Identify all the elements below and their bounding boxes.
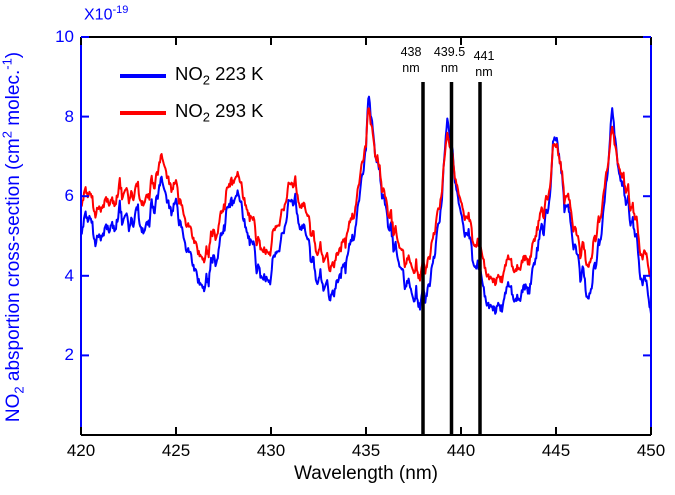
x-tick-label-420: 420	[66, 441, 96, 460]
x-tick-label-425: 425	[161, 441, 191, 460]
x-tick-label-450: 450	[636, 441, 666, 460]
marker-label-439.5nm: 439.5 nm	[433, 45, 466, 75]
marker-label-438nm: 438 nm	[400, 45, 422, 75]
legend-line-swatch	[120, 110, 166, 115]
spectrum-293k	[80, 107, 652, 287]
y-tick-label-2: 2	[64, 345, 74, 365]
marker-label-441nm: 441 nm	[473, 49, 495, 79]
y-tick-label-8: 8	[64, 106, 74, 126]
legend-label: NO2 223 K	[175, 63, 264, 88]
x-axis-label: Wavelength (nm)	[294, 463, 438, 484]
y-axis-multiplier: X10-19	[84, 4, 129, 24]
x-tick-label-435: 435	[351, 441, 381, 460]
legend-line-swatch	[120, 73, 166, 78]
y-axis-label: NO2 absportion cross-section (cm2 molec.…	[0, 51, 27, 423]
x-tick-label-440: 440	[446, 441, 476, 460]
legend-item-no2-293k: NO2 293 K	[120, 94, 263, 131]
x-tick-label-430: 430	[256, 441, 286, 460]
legend-label: NO2 293 K	[175, 100, 264, 125]
legend-item-no2-223k: NO2 223 K	[120, 57, 263, 94]
y-tick-label-6: 6	[64, 186, 74, 206]
y-tick-label-4: 4	[64, 265, 74, 285]
spectrum-223k	[80, 95, 652, 315]
legend: NO2 223 K NO2 293 K	[120, 57, 263, 131]
x-tick-label-445: 445	[541, 441, 571, 460]
y-tick-label-10: 10	[55, 27, 74, 46]
